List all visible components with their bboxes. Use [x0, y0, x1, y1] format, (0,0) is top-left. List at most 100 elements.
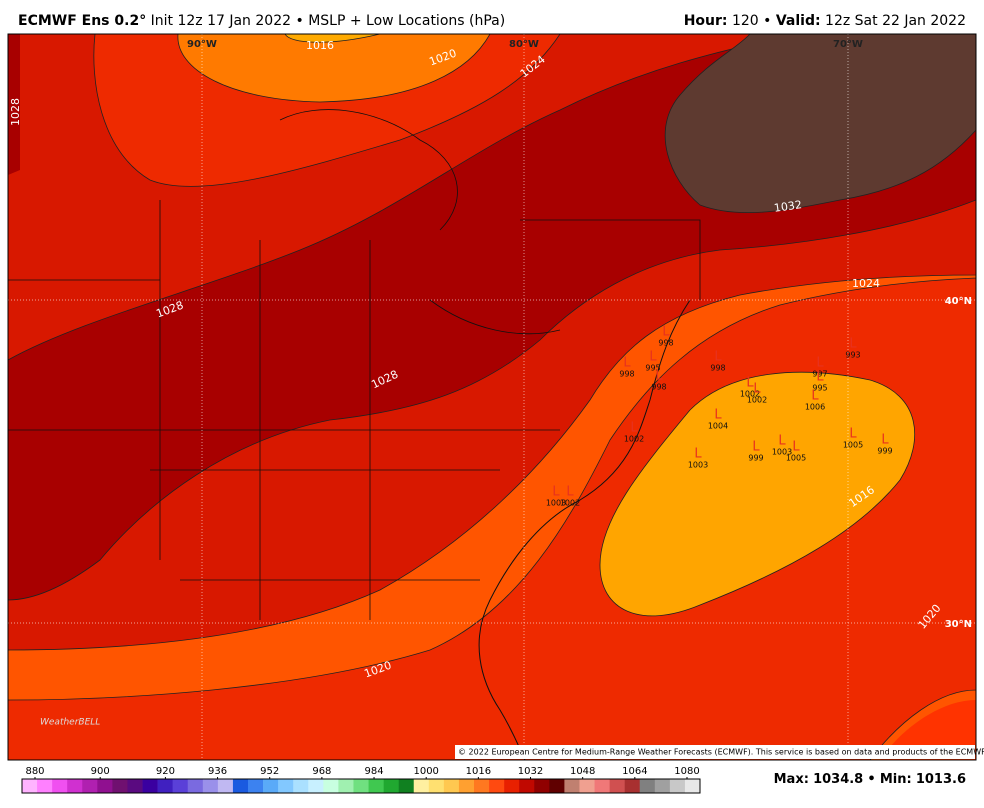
colorbar-swatch [684, 779, 701, 793]
colorbar-swatch [624, 779, 641, 793]
map-frame [7, 33, 977, 761]
colorbar-swatch [609, 779, 625, 793]
colorbar-swatch [474, 779, 490, 793]
header-valid: Hour: 120 • Valid: 12z Sat 22 Jan 2022 [684, 13, 966, 29]
colorbar-swatch [458, 779, 475, 793]
low-symbol: L [816, 356, 824, 371]
colorbar-swatch [383, 779, 399, 793]
low-pressure: 999 [877, 447, 892, 456]
colorbar-swatch [504, 779, 520, 793]
low-pressure: 993 [845, 351, 860, 360]
colorbar-tick-label: 1064 [622, 766, 647, 777]
colorbar-swatch [579, 779, 595, 793]
low-symbol: L [792, 440, 800, 455]
valid: 12z Sat 22 Jan 2022 [825, 13, 966, 29]
model: ECMWF Ens 0.2° [18, 13, 146, 29]
colorbar-tick-label: 1032 [518, 766, 543, 777]
low-symbol: L [623, 356, 631, 371]
low-symbol: L [881, 433, 889, 448]
colorbar-swatch [564, 779, 580, 793]
colorbar-swatch [489, 779, 505, 793]
colorbar-tick-label: 984 [364, 766, 383, 777]
colorbar-swatch [594, 779, 610, 793]
colorbar-swatch [278, 779, 294, 793]
min: 1013.6 [916, 772, 966, 787]
colorbar-tick-label: 1016 [466, 766, 491, 777]
low-pressure: 995 [812, 384, 827, 393]
min-label: Min: [880, 772, 912, 787]
colorbar-swatch [519, 779, 535, 793]
colorbar-swatch [654, 779, 671, 793]
colorbar-swatch [353, 779, 369, 793]
colorbar-swatch [37, 779, 53, 793]
colorbar-swatch [127, 779, 143, 793]
low-pressure: 998 [619, 370, 634, 379]
pressure-band [664, 34, 976, 214]
lat-label: 40°N [945, 296, 972, 307]
low-symbol: L [714, 350, 722, 365]
lon-label: 90°W [187, 39, 217, 50]
low-symbol: L [694, 447, 702, 462]
low-symbol: L [655, 369, 663, 384]
low-symbol: L [552, 485, 560, 500]
colorbar-swatch [639, 779, 656, 793]
colorbar-swatch [368, 779, 384, 793]
low-symbol: L [816, 370, 824, 385]
low-symbol: L [566, 485, 574, 500]
low-pressure: 1002 [624, 435, 644, 444]
sep: • [295, 13, 303, 29]
pressure-band [8, 34, 20, 175]
low-pressure: 1003 [546, 499, 566, 508]
pressure-band [177, 34, 491, 103]
contour-label: 1016 [306, 39, 334, 52]
colorbar-swatch [248, 779, 264, 793]
colorbar-swatch [323, 779, 339, 793]
colorbar-swatch [293, 779, 309, 793]
colorbar-swatch [67, 779, 83, 793]
colorbar-swatch [669, 779, 686, 793]
product: MSLP + Low Locations (hPa) [308, 13, 505, 29]
low-symbol: L [778, 434, 786, 449]
low-pressure: 1002 [747, 396, 767, 405]
low-pressure: 1004 [708, 422, 728, 431]
low-symbol: L [811, 389, 819, 404]
pressure-band [599, 371, 916, 617]
lon-label: 80°W [509, 39, 539, 50]
colorbar-swatch [443, 779, 460, 793]
colorbar-swatch [263, 779, 279, 793]
low-pressure: 998 [651, 383, 666, 392]
hour-label: Hour: [684, 13, 728, 29]
hour: 120 [732, 13, 759, 29]
max-label: Max: [774, 772, 809, 787]
colorbar-swatch [82, 779, 98, 793]
low-pressure: 1002 [560, 499, 580, 508]
border [8, 109, 701, 620]
low-symbol: L [746, 376, 754, 391]
low-symbol: L [714, 408, 722, 423]
colorbar-swatch [428, 779, 445, 793]
low-pressure: 998 [658, 339, 673, 348]
lat-label: 30°N [945, 619, 972, 630]
contour-label: 1028 [9, 98, 22, 126]
copyright: © 2022 European Centre for Medium-Range … [458, 748, 984, 757]
colorbar-frame [21, 778, 701, 794]
low-symbol: L [662, 325, 670, 340]
coastline [478, 299, 691, 760]
colorbar-swatch [112, 779, 128, 793]
colorbar: 880 900 920 936 952 968 984 1000 1016 1032 1048 106… [21, 766, 701, 794]
low-pressure: 1002 [740, 390, 760, 399]
header-title: ECMWF Ens 0.2° Init 12z 17 Jan 2022 • MS… [18, 13, 505, 29]
colorbar-tick-label: 900 [91, 766, 110, 777]
low-symbol: L [649, 350, 657, 365]
low-symbol: L [752, 440, 760, 455]
colorbar-tick-label: 1000 [413, 766, 438, 777]
colorbar-swatch [52, 779, 68, 793]
max: 1034.8 [813, 772, 863, 787]
colorbar-swatch [172, 779, 189, 793]
footer: Max: 1034.8 • Min: 1013.6 [774, 772, 966, 787]
init: Init 12z 17 Jan 2022 [151, 13, 291, 29]
contour-label: 1032 [773, 198, 803, 215]
low-pressure: 999 [748, 454, 763, 463]
